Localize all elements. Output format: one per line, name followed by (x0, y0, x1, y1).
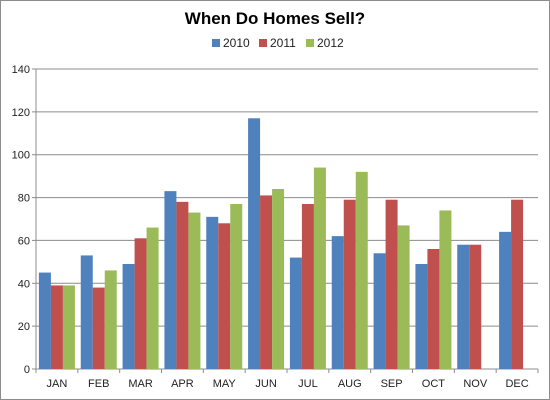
x-tick-label: DEC (505, 378, 528, 390)
bar-2010-jun: 2010 JUN: 117 (248, 118, 261, 370)
legend-label-2010: 2010 (223, 36, 250, 50)
y-tick-label: 20 (18, 321, 30, 333)
x-tick-label: JUL (298, 378, 318, 390)
x-tick-label: MAY (213, 378, 237, 390)
bar-2010-jan: 2010 JAN: 45 (38, 272, 51, 369)
y-tick-label: 100 (12, 150, 30, 162)
bar-2011-aug: 2011 AUG: 79 (343, 199, 356, 369)
x-tick-label: JUN (255, 378, 276, 390)
bar-2010-may: 2010 MAY: 71 (206, 216, 219, 369)
bar-2012-apr: 2012 APR: 73 (188, 212, 201, 369)
y-tick-label: 60 (18, 235, 30, 247)
bar-2012-may: 2012 MAY: 77 (230, 204, 243, 369)
chart-title: When Do Homes Sell? (185, 9, 365, 28)
bar-2011-nov: 2011 NOV: 58 (469, 244, 482, 369)
bar-2012-feb: 2012 FEB: 46 (104, 270, 117, 369)
bar-2010-feb: 2010 FEB: 53 (80, 255, 93, 369)
x-tick-label: OCT (422, 378, 446, 390)
x-tick-label: JAN (47, 378, 68, 390)
x-tick-label: APR (171, 378, 194, 390)
bar-2010-mar: 2010 MAR: 49 (122, 264, 135, 369)
legend: 2010 2011 2012 (212, 36, 344, 50)
bar-2011-may: 2011 MAY: 68 (218, 223, 231, 369)
bar-2010-sep: 2010 SEP: 54 (373, 253, 386, 369)
legend-swatch-2011 (259, 39, 267, 47)
bar-2011-jul: 2011 JUL: 77 (301, 204, 314, 369)
legend-label-2012: 2012 (317, 36, 344, 50)
y-tick-label: 40 (18, 278, 30, 290)
x-tick-label: SEP (381, 378, 403, 390)
bar-2012-jul: 2012 JUL: 94 (313, 167, 326, 369)
bar-2010-aug: 2010 AUG: 62 (331, 236, 344, 369)
legend-swatch-2010 (212, 39, 220, 47)
x-tick-label: MAR (128, 378, 153, 390)
y-axis: 0 20 40 60 80 100 120 140 (12, 64, 37, 376)
x-tick-label: NOV (463, 378, 488, 390)
bar-2011-mar: 2011 MAR: 61 (134, 238, 147, 369)
bar-2011-feb: 2011 FEB: 38 (92, 287, 105, 369)
bar-2012-mar: 2012 MAR: 66 (146, 227, 159, 369)
bar-2010-jul: 2010 JUL: 52 (289, 257, 302, 369)
x-axis: JAN FEB MAR APR MAY JUN JUL AUG SEP OCT NOV DEC (35, 368, 539, 390)
bars: 2010 JAN: 452011 JAN: 392012 JAN: 39 2010… (38, 118, 524, 370)
bar-2012-oct: 2012 OCT: 74 (439, 210, 452, 369)
y-tick-label: 0 (24, 364, 30, 376)
y-tick-label: 120 (12, 107, 30, 119)
x-tick-label: AUG (338, 378, 362, 390)
bar-2011-jan: 2011 JAN: 39 (50, 285, 63, 369)
bar-2011-apr: 2011 APR: 78 (176, 201, 189, 369)
bar-2010-apr: 2010 APR: 83 (164, 191, 177, 369)
y-tick-label: 80 (18, 193, 30, 205)
bar-2012-sep: 2012 SEP: 67 (397, 225, 410, 369)
bar-2010-nov: 2010 NOV: 58 (457, 244, 470, 369)
bar-2012-jan: 2012 JAN: 39 (62, 285, 75, 369)
legend-label-2011: 2011 (270, 36, 296, 50)
bar-2011-dec: 2011 DEC: 79 (511, 199, 524, 369)
bar-2010-dec: 2010 DEC: 64 (499, 231, 512, 369)
bar-2011-jun: 2011 JUN: 81 (260, 195, 273, 369)
x-tick-label: FEB (88, 378, 109, 390)
bar-2010-oct: 2010 OCT: 49 (415, 264, 428, 369)
bar-2012-aug: 2012 AUG: 92 (355, 171, 368, 369)
y-tick-label: 140 (12, 64, 30, 76)
legend-swatch-2012 (306, 39, 314, 47)
bar-2012-jun: 2012 JUN: 84 (272, 189, 285, 369)
bar-2011-sep: 2011 SEP: 79 (385, 199, 398, 369)
bar-2011-oct: 2011 OCT: 56 (427, 249, 440, 369)
